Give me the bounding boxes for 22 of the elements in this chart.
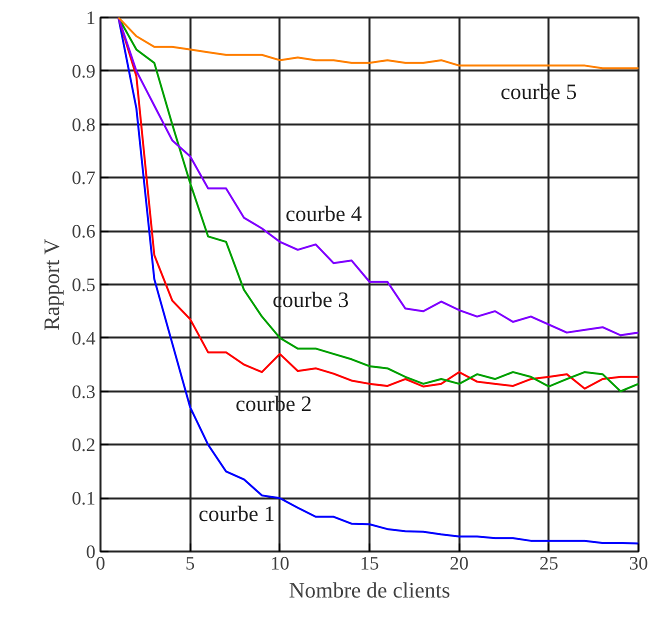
- y-tick-label: 0.2: [72, 435, 96, 456]
- y-tick-label: 0.9: [72, 61, 96, 82]
- x-tick-label: 5: [185, 554, 195, 574]
- annotation: courbe 1: [198, 501, 275, 526]
- y-tick-label: 1: [86, 8, 96, 29]
- line-series: [117, 18, 638, 70]
- x-tick-label: 30: [629, 554, 648, 574]
- x-tick-label: 25: [539, 554, 558, 574]
- y-axis-title: Rapport V: [38, 238, 64, 331]
- y-tick-label: 0.6: [72, 222, 96, 243]
- y-tick-label: 0.8: [72, 114, 96, 136]
- line-series: [117, 18, 638, 544]
- x-tick-label: 15: [360, 554, 379, 574]
- y-tick-label: 0.7: [72, 168, 96, 190]
- x-tick-label: 20: [450, 554, 469, 574]
- annotation: courbe 4: [286, 201, 362, 226]
- y-tick-label: 0.1: [72, 488, 96, 510]
- y-tick-label: 0.4: [72, 328, 96, 350]
- x-tick-label: 10: [270, 554, 290, 574]
- y-tick-label: 0.3: [72, 382, 96, 403]
- x-axis-title: Nombre de clients: [288, 578, 450, 602]
- y-tick-label: 0.5: [72, 275, 96, 296]
